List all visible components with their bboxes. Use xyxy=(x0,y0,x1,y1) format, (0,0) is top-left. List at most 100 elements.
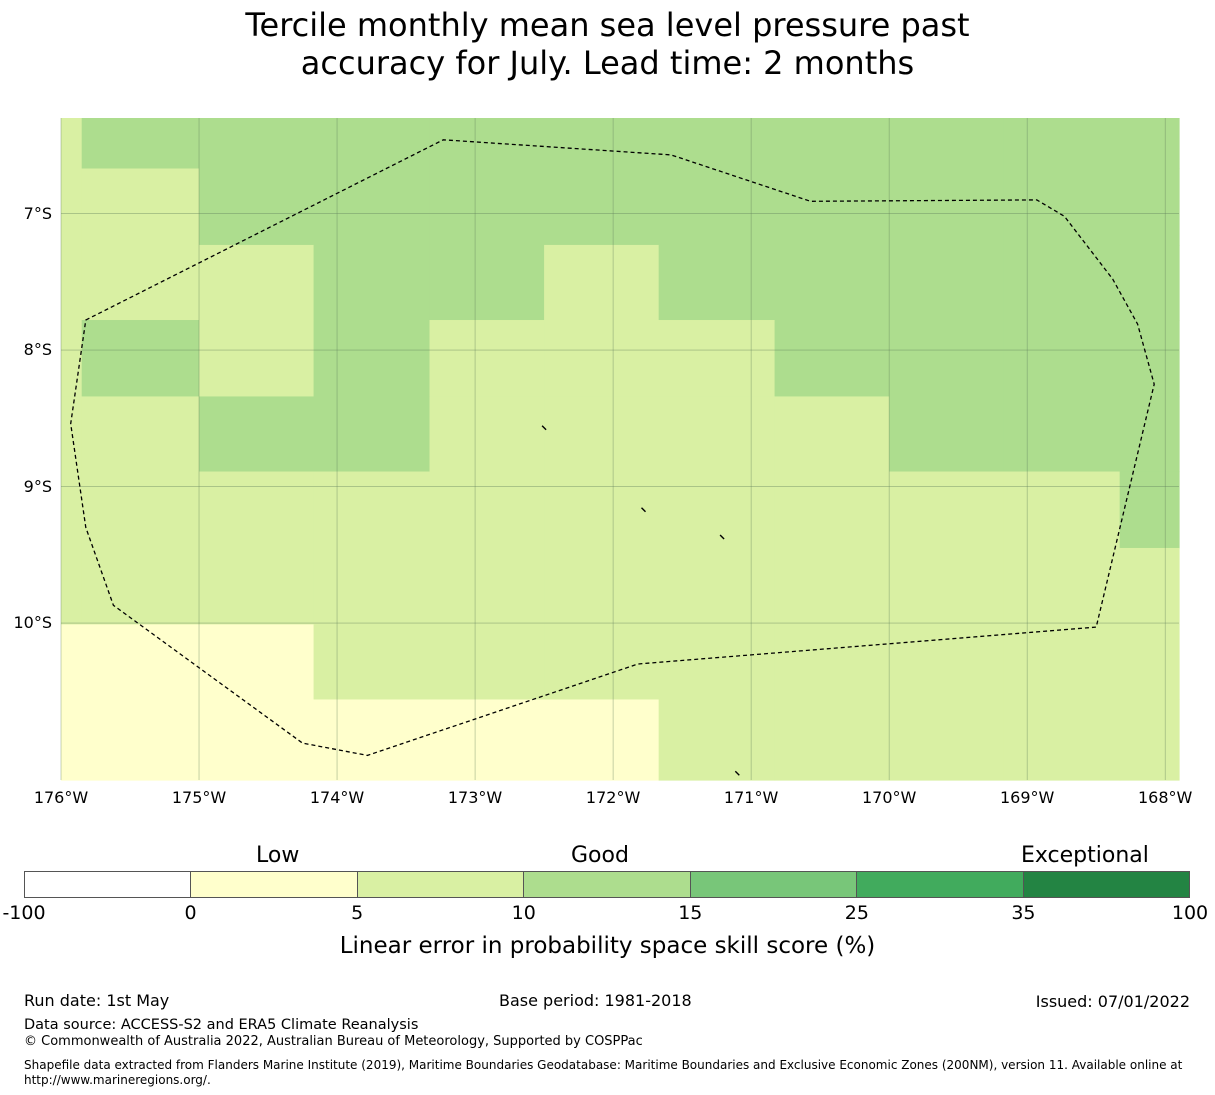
skill-grid xyxy=(61,118,1180,781)
copyright: © Commonwealth of Australia 2022, Austra… xyxy=(24,1034,643,1049)
grid-cell xyxy=(61,471,83,549)
grid-cell xyxy=(1119,471,1180,549)
grid-cell xyxy=(889,699,1005,781)
grid-cell xyxy=(313,320,431,398)
issued-date: Issued: 07/01/2022 xyxy=(1035,992,1190,1011)
grid-cell xyxy=(61,168,83,246)
category-good: Good xyxy=(571,843,629,868)
colorbar-tick-label: 35 xyxy=(1011,902,1036,924)
grid-cell xyxy=(544,699,660,781)
grid-cell xyxy=(1003,320,1121,398)
grid-cell xyxy=(774,244,890,321)
grid-cell xyxy=(429,244,545,321)
grid-cell xyxy=(889,244,1005,321)
grid-cell xyxy=(429,118,545,170)
colorbar-segment xyxy=(857,872,1024,897)
grid-cell xyxy=(429,547,545,625)
grid-cell xyxy=(429,396,545,473)
grid-cell xyxy=(1119,624,1180,701)
grid-cell xyxy=(658,471,776,549)
grid-cell xyxy=(199,320,315,398)
grid-cell xyxy=(61,547,83,625)
longitude-label: 174°W xyxy=(309,788,365,807)
grid-cell xyxy=(81,396,200,473)
island-marker xyxy=(719,534,725,540)
colorbar-tick-label: 5 xyxy=(351,902,364,924)
grid-cell xyxy=(429,699,545,781)
grid-cell xyxy=(1003,168,1121,246)
grid-cell xyxy=(1119,118,1180,170)
grid-cell xyxy=(774,547,890,625)
grid-cell xyxy=(889,624,1005,701)
grid-cell xyxy=(658,320,776,398)
island-marker xyxy=(641,507,646,513)
grid-cell xyxy=(429,168,545,246)
grid-cell xyxy=(429,624,545,701)
grid-cell xyxy=(774,118,890,170)
grid-cell xyxy=(61,118,83,170)
grid-cell xyxy=(1003,624,1121,701)
grid-cell xyxy=(313,547,431,625)
longitude-label: 175°W xyxy=(171,788,227,807)
grid-cell xyxy=(889,471,1005,549)
grid-cell xyxy=(81,244,200,321)
colorbar-tick-label: 100 xyxy=(1171,902,1209,924)
grid-cell xyxy=(199,118,315,170)
grid-cell xyxy=(889,320,1005,398)
grid-cell xyxy=(61,699,83,781)
grid-cell xyxy=(544,471,660,549)
grid-cell xyxy=(81,547,200,625)
grid-cell xyxy=(81,168,200,246)
grid-cell xyxy=(658,699,776,781)
grid-cell xyxy=(1003,396,1121,473)
island-marker xyxy=(734,770,740,776)
title-line-2: accuracy for July. Lead time: 2 months xyxy=(300,44,915,82)
category-low: Low xyxy=(256,843,300,868)
grid-cell xyxy=(544,396,660,473)
grid-cell xyxy=(1119,699,1180,781)
grid-cell xyxy=(774,320,890,398)
grid-cell xyxy=(544,244,660,321)
grid-cell xyxy=(1003,471,1121,549)
grid-cell xyxy=(889,547,1005,625)
grid-cell xyxy=(199,168,315,246)
colorbar-segment xyxy=(191,872,358,897)
grid-cell xyxy=(774,471,890,549)
shapefile-note: Shapefile data extracted from Flanders M… xyxy=(24,1058,1183,1087)
colorbar-segment xyxy=(690,872,858,897)
grid-cell xyxy=(774,624,890,701)
latitude-label: 9°S xyxy=(23,476,52,496)
latitude-label: 7°S xyxy=(23,203,52,223)
grid-cell xyxy=(1119,168,1180,246)
longitude-label: 176°W xyxy=(33,788,89,807)
longitude-label: 173°W xyxy=(447,788,503,807)
grid-cell xyxy=(313,118,431,170)
grid-cell xyxy=(1119,396,1180,473)
grid-cell xyxy=(313,396,431,473)
grid-cell xyxy=(199,624,315,701)
grid-cell xyxy=(313,471,431,549)
colorbar-tick-label: -100 xyxy=(2,902,46,924)
grid-cell xyxy=(313,168,431,246)
eez-boundary xyxy=(70,139,1155,757)
map-title: Tercile monthly mean sea level pressure … xyxy=(0,6,1215,82)
grid-cell xyxy=(313,699,431,781)
grid-cell xyxy=(81,118,200,170)
grid-cell xyxy=(1003,547,1121,625)
grid-cell xyxy=(889,118,1005,170)
grid-cell xyxy=(429,471,545,549)
longitude-label: 168°W xyxy=(1138,788,1193,807)
grid-cell xyxy=(199,244,315,321)
grid-cell xyxy=(199,699,315,781)
grid-cell xyxy=(658,624,776,701)
latitude-label: 8°S xyxy=(23,340,52,360)
colorbar-tick-label: 10 xyxy=(511,902,536,924)
longitude-label: 169°W xyxy=(999,788,1055,807)
graticule xyxy=(60,118,1179,780)
grid-cell xyxy=(199,471,315,549)
grid-cell xyxy=(658,547,776,625)
grid-cell xyxy=(1003,244,1121,321)
grid-cell xyxy=(658,118,776,170)
category-exceptional: Exceptional xyxy=(1021,843,1149,868)
islands xyxy=(541,425,740,776)
